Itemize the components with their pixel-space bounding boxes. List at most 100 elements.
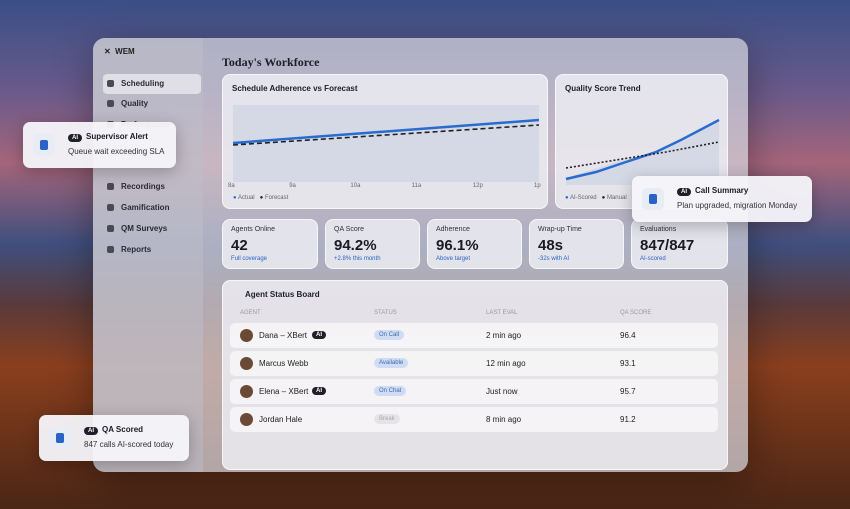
nav-item[interactable]: Scheduling xyxy=(103,74,201,94)
agent-row[interactable]: Elena – XBert AI On Chat Just now 95.7 xyxy=(230,379,718,404)
chart-card: Quality Score Trend ● AI-Scored ● Manual xyxy=(555,74,728,209)
toast-icon xyxy=(642,188,664,210)
nav-item[interactable]: Gamification xyxy=(103,198,201,218)
last-eval: Just now xyxy=(486,387,518,396)
column-header: STATUS xyxy=(374,310,397,316)
ai-badge: AI xyxy=(312,387,326,395)
part: AI Call Summary xyxy=(677,186,748,196)
toast-text: Plan upgraded, migration Monday xyxy=(677,201,798,210)
stat-note: AI-scored xyxy=(640,256,666,262)
stat-label: Agents Online xyxy=(231,226,275,233)
legend: ● Actual ● Forecast xyxy=(233,195,288,201)
avatar xyxy=(240,357,253,370)
qa-score: 96.4 xyxy=(620,331,636,340)
ai-badge: AI xyxy=(68,134,82,142)
stat-label: Adherence xyxy=(436,226,470,233)
agent-name: Elena – XBert xyxy=(259,387,309,396)
nav-item[interactable]: Recordings xyxy=(103,177,201,197)
chart-card: Schedule Adherence vs Forecast ● Actual … xyxy=(222,74,548,209)
part: ● xyxy=(233,195,237,201)
stat-value: 48s xyxy=(538,237,564,254)
stat-value: 94.2% xyxy=(334,237,377,254)
agent-name: Marcus Webb xyxy=(259,359,309,368)
stat-note: Above target xyxy=(436,256,471,262)
ai-badge: AI xyxy=(84,427,98,435)
stat-note: Full coverage xyxy=(231,256,268,262)
stat-label: Wrap-up Time xyxy=(538,226,582,233)
stat-card: QA Score 94.2% +2.8% this month xyxy=(325,219,420,269)
toast-title: QA Scored xyxy=(102,425,144,434)
agent-row[interactable]: Marcus Webb Available 12 min ago 93.1 xyxy=(230,351,718,376)
part: ● xyxy=(565,195,569,201)
last-eval: 2 min ago xyxy=(486,331,522,340)
manual-line xyxy=(565,141,720,169)
agent-name: Dana – XBert xyxy=(259,331,308,340)
agent-row[interactable]: Dana – XBert AI On Call 2 min ago 96.4 xyxy=(230,323,718,348)
stat-card: Wrap-up Time 48s -32s with AI xyxy=(529,219,624,269)
toast[interactable]: AI Call Summary Plan upgraded, migration … xyxy=(632,176,812,222)
stat-note: -32s with AI xyxy=(538,256,570,262)
page-title: Today's Workforce xyxy=(222,55,320,69)
toast[interactable]: AI Supervisor Alert Queue wait exceeding … xyxy=(23,122,176,168)
ai-badge: AI xyxy=(677,188,691,196)
x-label: 12p xyxy=(472,183,483,189)
status-pill: On Call xyxy=(374,330,405,340)
avatar xyxy=(240,385,253,398)
stat-label: Evaluations xyxy=(640,226,677,233)
brand-name: WEM xyxy=(115,47,135,56)
stat-value: 847/847 xyxy=(640,237,695,254)
actual-line xyxy=(233,118,539,145)
ai-badge: AI xyxy=(312,331,326,339)
column-header: AGENT xyxy=(240,310,261,316)
stat-value: 96.1% xyxy=(436,237,479,254)
stat-label: QA Score xyxy=(334,226,364,233)
status-pill: On Chat xyxy=(374,386,407,396)
part: AI QA Scored xyxy=(84,425,143,435)
stat-card: Evaluations 847/847 AI-scored xyxy=(631,219,728,269)
toast-text: Queue wait exceeding SLA xyxy=(68,147,165,156)
line-chart xyxy=(233,105,539,182)
toast-icon xyxy=(49,427,71,449)
column-header: QA SCORE xyxy=(620,310,652,316)
toast-icon xyxy=(33,134,55,156)
toast-title: Call Summary xyxy=(695,186,749,195)
legend-item: Forecast xyxy=(264,195,289,201)
ai-line xyxy=(565,118,720,181)
status-pill: Break xyxy=(374,414,400,424)
legend: ● AI-Scored ● Manual xyxy=(565,195,627,201)
chart-title: Quality Score Trend xyxy=(565,84,641,93)
status-pill: Available xyxy=(374,358,409,368)
x-label: 10a xyxy=(350,183,361,189)
part: ● xyxy=(601,195,606,201)
last-eval: 8 min ago xyxy=(486,415,522,424)
agent-row[interactable]: Jordan Hale Break 8 min ago 91.2 xyxy=(230,407,718,432)
legend-item: Manual xyxy=(606,195,627,201)
board-title: Agent Status Board xyxy=(245,290,320,299)
stat-card: Agents Online 42 Full coverage xyxy=(222,219,318,269)
x-label: 8a xyxy=(228,183,235,189)
avatar xyxy=(240,413,253,426)
brand: ✕ WEM xyxy=(104,47,135,56)
x-label: 1p xyxy=(534,183,541,189)
part: AI Supervisor Alert xyxy=(68,132,148,142)
sidebar xyxy=(93,38,203,472)
stat-value: 42 xyxy=(231,237,248,254)
avatar xyxy=(240,329,253,342)
qa-score: 95.7 xyxy=(620,387,636,396)
column-header: LAST EVAL xyxy=(486,310,518,316)
plot-area xyxy=(233,105,539,182)
stat-card: Adherence 96.1% Above target xyxy=(427,219,522,269)
line-chart xyxy=(565,118,720,185)
toast-title: Supervisor Alert xyxy=(86,132,148,141)
nav-item[interactable]: QM Surveys xyxy=(103,219,201,239)
nav-item[interactable]: Reports xyxy=(103,240,201,260)
forecast-line xyxy=(233,124,539,146)
nav-item[interactable]: Quality xyxy=(103,94,201,114)
toast[interactable]: AI QA Scored 847 calls AI-scored today xyxy=(39,415,189,461)
agent-name: Jordan Hale xyxy=(259,415,303,424)
part: ● xyxy=(259,195,264,201)
legend-item: AI-Scored xyxy=(569,195,597,201)
chart-title: Schedule Adherence vs Forecast xyxy=(232,84,358,93)
stat-note: +2.8% this month xyxy=(334,256,381,262)
